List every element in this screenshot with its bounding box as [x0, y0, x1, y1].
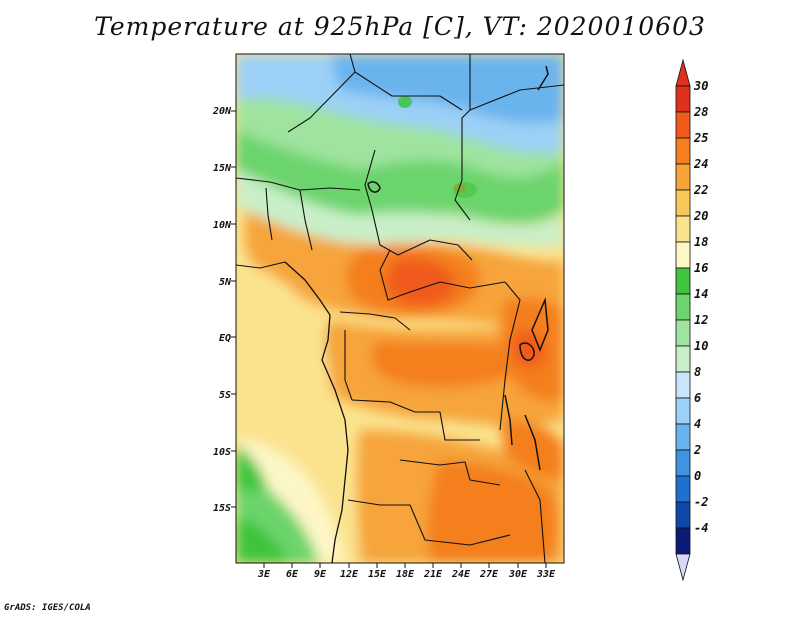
colorbar-segment: [675, 397, 691, 425]
longitude-axis: 3E 6E 9E 12E 15E 18E 21E 24E 27E 30E 33E: [257, 569, 556, 580]
country-borders: [236, 54, 564, 563]
colorbar-label: 25: [693, 131, 708, 145]
colorbar-label: 4: [694, 417, 701, 431]
colorbar-label: 20: [693, 209, 708, 223]
colorbar-segment: [675, 475, 691, 503]
map-frame: [235, 53, 565, 564]
great-lakes: [367, 65, 549, 471]
colorbar-segment: [675, 267, 691, 295]
colorbar-segment: [675, 293, 691, 321]
lon-tick-label: 18E: [396, 569, 415, 580]
lon-tick-label: 24E: [451, 569, 471, 580]
colorbar-label: 28: [693, 105, 708, 119]
temperature-field: [236, 54, 564, 563]
colorbar-label: 16: [694, 261, 708, 275]
colorbar-label: -4: [694, 521, 708, 535]
colorbar-bottom-arrow: [675, 553, 691, 582]
map-title: Temperature at 925hPa [C], VT: 202001060…: [94, 12, 706, 41]
footer-credit: GrADS: IGES/COLA: [4, 603, 91, 613]
lat-tick-label: 20N: [212, 106, 232, 117]
lat-tick-label: 15S: [213, 503, 231, 514]
colorbar-segment: [675, 345, 691, 373]
colorbar-label: 2: [693, 443, 701, 457]
lon-tick-label: 12E: [340, 569, 359, 580]
colorbar-segment: [675, 111, 691, 139]
colorbar-label: 18: [694, 235, 708, 249]
colorbar-segment: [675, 137, 691, 165]
colorbar-segment: [675, 423, 691, 451]
colorbar-segment: [675, 319, 691, 347]
colorbar-label: 8: [694, 365, 701, 379]
lat-tick-label: 5S: [219, 390, 231, 401]
colorbar-segment: [675, 189, 691, 217]
lon-tick-label: 15E: [368, 569, 387, 580]
colorbar-label: -2: [694, 495, 708, 509]
colorbar-label: 10: [694, 339, 708, 353]
lon-tick-label: 30E: [508, 569, 528, 580]
colorbar-segment: [675, 163, 691, 191]
lon-tick-label: 3E: [257, 569, 271, 580]
lon-tick-label: 27E: [479, 569, 499, 580]
lat-tick-label: 5N: [219, 277, 232, 288]
atlantic-coastline: [284, 261, 349, 563]
colorbar-segment: [675, 85, 691, 113]
lat-tick-label: 10N: [213, 220, 232, 231]
colorbar-segment: [675, 241, 691, 269]
colorbar-label: 6: [694, 391, 701, 405]
colorbar-label: 24: [693, 157, 708, 171]
lon-tick-label: 33E: [536, 569, 556, 580]
colorbar-segment: [675, 527, 691, 555]
colorbar-segment: [675, 449, 691, 477]
colorbar-label: 12: [694, 313, 708, 327]
lat-tick-label: EQ: [219, 333, 231, 344]
colorbar-label: 30: [693, 79, 708, 93]
colorbar-label: 0: [694, 469, 701, 483]
latitude-axis: 20N 15N 10N 5N EQ 5S 10S 15S: [212, 106, 232, 514]
lon-tick-label: 9E: [314, 569, 327, 580]
colorbar-label: 22: [693, 183, 708, 197]
lat-tick-label: 15N: [213, 163, 232, 174]
lon-tick-label: 21E: [423, 569, 443, 580]
colorbar-segment: [675, 501, 691, 529]
colorbar-segment: [675, 215, 691, 243]
lon-tick-label: 6E: [286, 569, 299, 580]
colorbar-label: 14: [694, 287, 708, 301]
colorbar-segment: [675, 371, 691, 399]
colorbar-top-arrow: [675, 58, 691, 87]
lat-tick-label: 10S: [213, 447, 231, 458]
